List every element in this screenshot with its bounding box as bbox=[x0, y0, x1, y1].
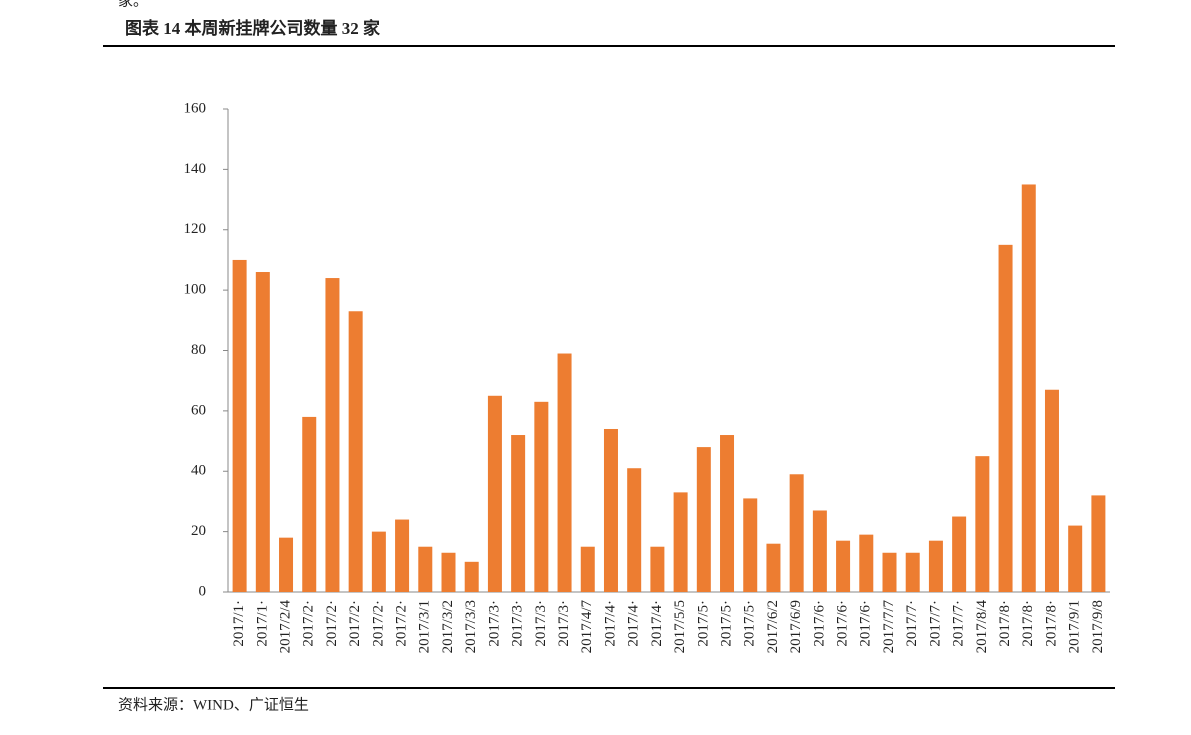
bar bbox=[882, 552, 897, 592]
x-tick-label: 2017/3· bbox=[486, 600, 502, 647]
bar bbox=[1091, 495, 1106, 592]
x-tick-label: 2017/4· bbox=[626, 600, 642, 647]
x-tick-label: 2017/7· bbox=[927, 600, 943, 647]
bar bbox=[766, 543, 781, 592]
bar bbox=[998, 244, 1013, 592]
bar bbox=[928, 540, 943, 592]
bar bbox=[673, 492, 688, 592]
y-tick-label: 0 bbox=[199, 583, 207, 599]
y-tick-label: 80 bbox=[191, 342, 206, 358]
y-tick-label: 140 bbox=[184, 161, 207, 177]
x-tick-label: 2017/1· bbox=[231, 600, 247, 647]
bar bbox=[325, 278, 340, 592]
y-tick-label: 160 bbox=[184, 100, 207, 116]
bar bbox=[603, 428, 618, 592]
x-tick-label: 2017/3· bbox=[556, 600, 572, 647]
x-tick-label: 2017/7/7 bbox=[881, 600, 897, 654]
x-tick-label: 2017/7· bbox=[951, 600, 967, 647]
y-tick-label: 40 bbox=[191, 463, 206, 479]
bar bbox=[975, 456, 990, 592]
bar bbox=[905, 552, 920, 592]
x-tick-label: 2017/7· bbox=[904, 600, 920, 647]
bar bbox=[395, 519, 410, 592]
x-tick-label: 2017/6/9 bbox=[788, 600, 804, 653]
bar bbox=[232, 259, 247, 592]
bar bbox=[348, 311, 363, 592]
x-tick-label: 2017/2· bbox=[301, 600, 317, 647]
bar bbox=[627, 468, 642, 592]
x-tick-label: 2017/8· bbox=[1020, 600, 1036, 647]
x-tick-label: 2017/5· bbox=[718, 600, 734, 647]
bar bbox=[580, 546, 595, 592]
y-tick-label: 100 bbox=[184, 282, 207, 298]
x-tick-label: 2017/5/5 bbox=[672, 600, 688, 653]
x-tick-label: 2017/2· bbox=[324, 600, 340, 647]
bar bbox=[720, 435, 735, 592]
x-tick-label: 2017/3/2 bbox=[440, 600, 456, 653]
x-tick-label: 2017/2· bbox=[347, 600, 363, 647]
x-tick-label: 2017/2· bbox=[370, 600, 386, 647]
bar bbox=[952, 516, 967, 592]
x-tick-label: 2017/2/4 bbox=[277, 600, 293, 654]
bar bbox=[464, 561, 479, 592]
x-tick-label: 2017/8· bbox=[1043, 600, 1059, 647]
bar bbox=[371, 531, 386, 592]
x-tick-label: 2017/6/2 bbox=[765, 600, 781, 653]
x-tick-label: 2017/2· bbox=[394, 600, 410, 647]
x-tick-label: 2017/5· bbox=[742, 600, 758, 647]
bar bbox=[487, 395, 502, 592]
x-tick-label: 2017/4· bbox=[649, 600, 665, 647]
bar bbox=[279, 537, 294, 592]
bar bbox=[255, 272, 270, 592]
x-tick-label: 2017/3/3 bbox=[463, 600, 479, 653]
y-tick-label: 60 bbox=[191, 402, 206, 418]
x-tick-label: 2017/9/8 bbox=[1090, 600, 1106, 653]
x-tick-label: 2017/4· bbox=[602, 600, 618, 647]
x-tick-label: 2017/6· bbox=[835, 600, 851, 647]
x-tick-label: 2017/4/7 bbox=[579, 600, 595, 654]
bar bbox=[441, 552, 456, 592]
x-tick-label: 2017/6· bbox=[858, 600, 874, 647]
bar bbox=[743, 498, 758, 592]
x-tick-label: 2017/5· bbox=[695, 600, 711, 647]
x-tick-label: 2017/8· bbox=[997, 600, 1013, 647]
bar bbox=[1068, 525, 1083, 592]
x-tick-label: 2017/1· bbox=[254, 600, 270, 647]
bar bbox=[650, 546, 665, 592]
bar bbox=[302, 416, 317, 592]
chart-title: 图表 14 本周新挂牌公司数量 32 家 bbox=[125, 18, 380, 38]
bar bbox=[1021, 184, 1036, 592]
bar bbox=[696, 447, 711, 592]
text-fragment: 家。 bbox=[118, 0, 148, 9]
bar bbox=[511, 435, 526, 592]
x-tick-label: 2017/3/1 bbox=[417, 600, 433, 653]
bar bbox=[418, 546, 433, 592]
y-tick-label: 20 bbox=[191, 523, 206, 539]
bar bbox=[836, 540, 851, 592]
bar bbox=[557, 353, 572, 592]
x-tick-label: 2017/8/4 bbox=[974, 600, 990, 654]
x-tick-label: 2017/6· bbox=[811, 600, 827, 647]
bar bbox=[534, 401, 549, 592]
bar bbox=[812, 510, 827, 592]
bar bbox=[859, 534, 874, 592]
y-tick-label: 120 bbox=[184, 221, 207, 237]
x-tick-label: 2017/9/1 bbox=[1067, 600, 1083, 653]
bar bbox=[1044, 389, 1059, 592]
bar bbox=[789, 474, 804, 592]
source: 资料来源：WIND、广证恒生 bbox=[118, 696, 309, 713]
x-tick-label: 2017/3· bbox=[533, 600, 549, 647]
x-tick-label: 2017/3· bbox=[510, 600, 526, 647]
